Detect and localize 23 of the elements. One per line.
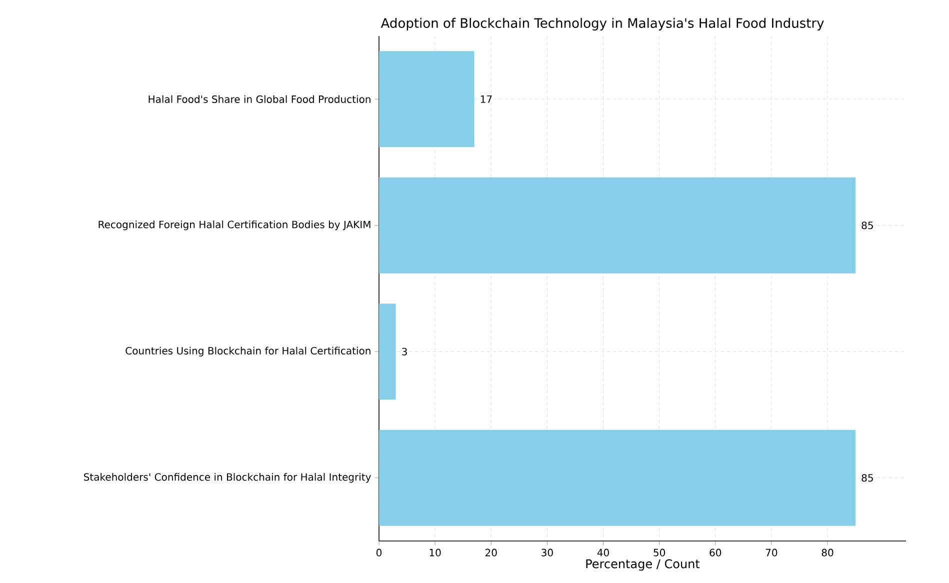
- x-tick-label: 50: [654, 548, 666, 556]
- bar: [379, 304, 396, 400]
- x-tick-label: 20: [486, 548, 497, 556]
- x-tick-label: 10: [430, 548, 441, 556]
- data-label: 85: [862, 474, 873, 482]
- y-tick-label: Stakeholders' Confidence in Blockchain for Halal Integrity: [84, 473, 371, 483]
- x-tick-label: 40: [597, 548, 609, 556]
- bar: [379, 177, 856, 274]
- x-tick-label: 60: [710, 548, 722, 556]
- x-axis-title: Percentage / Count: [586, 559, 700, 571]
- data-label: 3: [402, 348, 407, 356]
- x-tick-label: 0: [376, 548, 382, 556]
- bar: [379, 430, 856, 526]
- data-label: 85: [862, 222, 873, 230]
- y-tick-label: Countries Using Blockchain for Halal Certification: [126, 346, 370, 356]
- bar: [379, 51, 474, 148]
- x-tick-label: 80: [822, 548, 834, 556]
- data-label: 17: [480, 95, 492, 103]
- x-tick-label: 30: [542, 548, 553, 556]
- chart-title: Adoption of Blockchain Technology in Malaysia's Halal Food Industry: [380, 18, 824, 30]
- x-tick-label: 70: [766, 548, 778, 556]
- y-tick-label: Recognized Foreign Halal Certification Bodies by JAKIM: [98, 220, 370, 230]
- y-tick-label: Halal Food's Share in Global Food Production: [148, 95, 370, 103]
